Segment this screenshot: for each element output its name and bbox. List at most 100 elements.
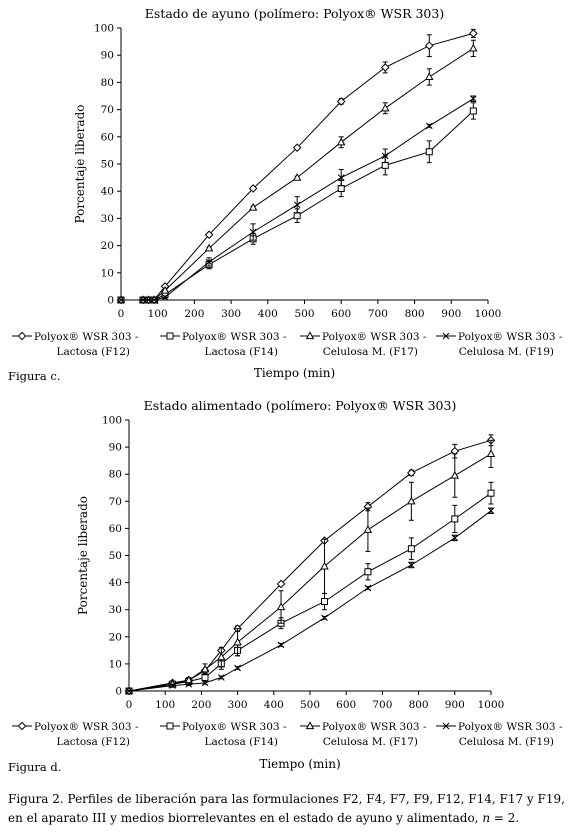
legend-label-line2: Celulosa M. (F19) — [459, 346, 554, 358]
data-point — [487, 489, 495, 497]
x-tick-label: 300 — [221, 308, 241, 320]
y-tick-label: 50 — [109, 550, 122, 562]
data-point — [451, 515, 459, 523]
y-tick-label: 50 — [101, 159, 114, 171]
data-point — [217, 674, 225, 681]
legend-marker — [305, 331, 315, 340]
data-point — [185, 680, 193, 688]
data-point — [249, 228, 257, 236]
y-tick-label: 20 — [101, 240, 114, 252]
data-point — [451, 534, 459, 542]
x-tick-label: 200 — [184, 308, 204, 320]
y-tick-label: 100 — [94, 23, 114, 35]
data-point — [217, 652, 226, 661]
data-point — [204, 243, 214, 252]
data-point — [233, 637, 242, 646]
legend-label: Polyox® WSR 303 - — [34, 331, 139, 343]
data-point — [320, 561, 329, 570]
data-point — [469, 107, 477, 115]
y-tick-label: 70 — [109, 496, 122, 508]
x-tick-label: 600 — [331, 308, 351, 320]
x-tick-label: 600 — [336, 699, 356, 711]
series-line — [128, 492, 492, 692]
series-3 — [124, 439, 496, 695]
data-point — [293, 212, 301, 220]
data-point — [204, 230, 214, 240]
y-tick-label: 0 — [107, 295, 114, 307]
chart-title: Estado alimentado (polímero: Polyox® WSR… — [144, 398, 457, 413]
y-tick-label: 30 — [109, 604, 122, 616]
y-tick-label: 40 — [101, 186, 114, 198]
y-tick-label: 60 — [109, 523, 122, 535]
y-tick-label: 40 — [109, 577, 122, 589]
x-tick-label: 200 — [191, 699, 211, 711]
data-point — [125, 687, 133, 695]
legend-marker — [442, 332, 450, 340]
y-axis-label: Porcentaje liberado — [76, 496, 90, 615]
legend-label-line2: Celulosa M. (F17) — [323, 346, 418, 358]
chart-1: Estado de ayuno (polímero: Polyox® WSR 3… — [8, 6, 563, 383]
legend-label: Polyox® WSR 303 - — [458, 721, 563, 733]
y-tick-label: 30 — [101, 213, 114, 225]
y-tick-label: 90 — [101, 50, 114, 62]
data-point — [364, 584, 372, 592]
data-point — [139, 296, 147, 304]
y-tick-label: 10 — [109, 658, 122, 670]
data-point — [201, 673, 209, 681]
legend-label-line2: Lactosa (F12) — [57, 346, 130, 358]
series-line — [128, 439, 492, 692]
series-4 — [117, 95, 477, 304]
x-tick-label: 500 — [294, 308, 314, 320]
data-point — [276, 602, 286, 611]
legend-label: Polyox® WSR 303 - — [182, 721, 287, 733]
data-point — [321, 614, 328, 622]
data-point — [380, 103, 390, 112]
x-tick-label: 100 — [148, 308, 168, 320]
data-point — [425, 122, 433, 130]
y-axis-label: Porcentaje liberado — [73, 105, 87, 224]
legend-label-line2: Celulosa M. (F17) — [323, 736, 418, 748]
caption-n-value: = 2. — [490, 811, 520, 825]
x-tick-label: 400 — [258, 308, 278, 320]
x-tick-label: 100 — [155, 699, 175, 711]
legend-label: Polyox® WSR 303 - — [322, 721, 427, 733]
y-tick-label: 10 — [101, 267, 114, 279]
legend-label-line2: Lactosa (F12) — [57, 736, 130, 748]
data-point — [407, 468, 416, 478]
y-tick-label: 100 — [102, 415, 122, 427]
data-point — [161, 293, 169, 301]
data-point — [407, 545, 415, 553]
x-tick-label: 300 — [228, 699, 248, 711]
series-line — [121, 32, 474, 301]
data-point — [450, 470, 460, 479]
series-line — [121, 98, 474, 301]
x-tick-label: 1000 — [475, 308, 502, 320]
data-point — [336, 97, 346, 106]
legend-label-line2: Celulosa M. (F19) — [459, 736, 554, 748]
caption-text: Figura 2. Perfiles de liberación para la… — [8, 792, 565, 825]
legend-marker — [442, 722, 450, 730]
data-point — [380, 63, 390, 72]
legend-marker — [305, 721, 315, 730]
legend-label: Polyox® WSR 303 - — [458, 331, 563, 343]
series-1 — [124, 434, 496, 696]
data-point — [277, 641, 285, 649]
data-point — [292, 172, 302, 181]
x-tick-label: 1000 — [478, 699, 505, 711]
data-point — [320, 598, 328, 606]
legend-label: Polyox® WSR 303 - — [322, 331, 427, 343]
x-tick-label: 700 — [368, 308, 388, 320]
data-point — [469, 95, 477, 103]
x-tick-label: 700 — [372, 699, 392, 711]
caption-n-symbol: n — [482, 811, 491, 825]
data-point — [160, 285, 170, 294]
data-point — [200, 664, 210, 673]
data-point — [248, 202, 258, 211]
x-axis-label: Tiempo (min) — [254, 366, 335, 380]
x-tick-label: 800 — [405, 308, 425, 320]
data-point — [381, 152, 389, 160]
data-point — [293, 201, 301, 209]
data-point — [248, 184, 258, 193]
y-tick-label: 60 — [101, 131, 114, 143]
